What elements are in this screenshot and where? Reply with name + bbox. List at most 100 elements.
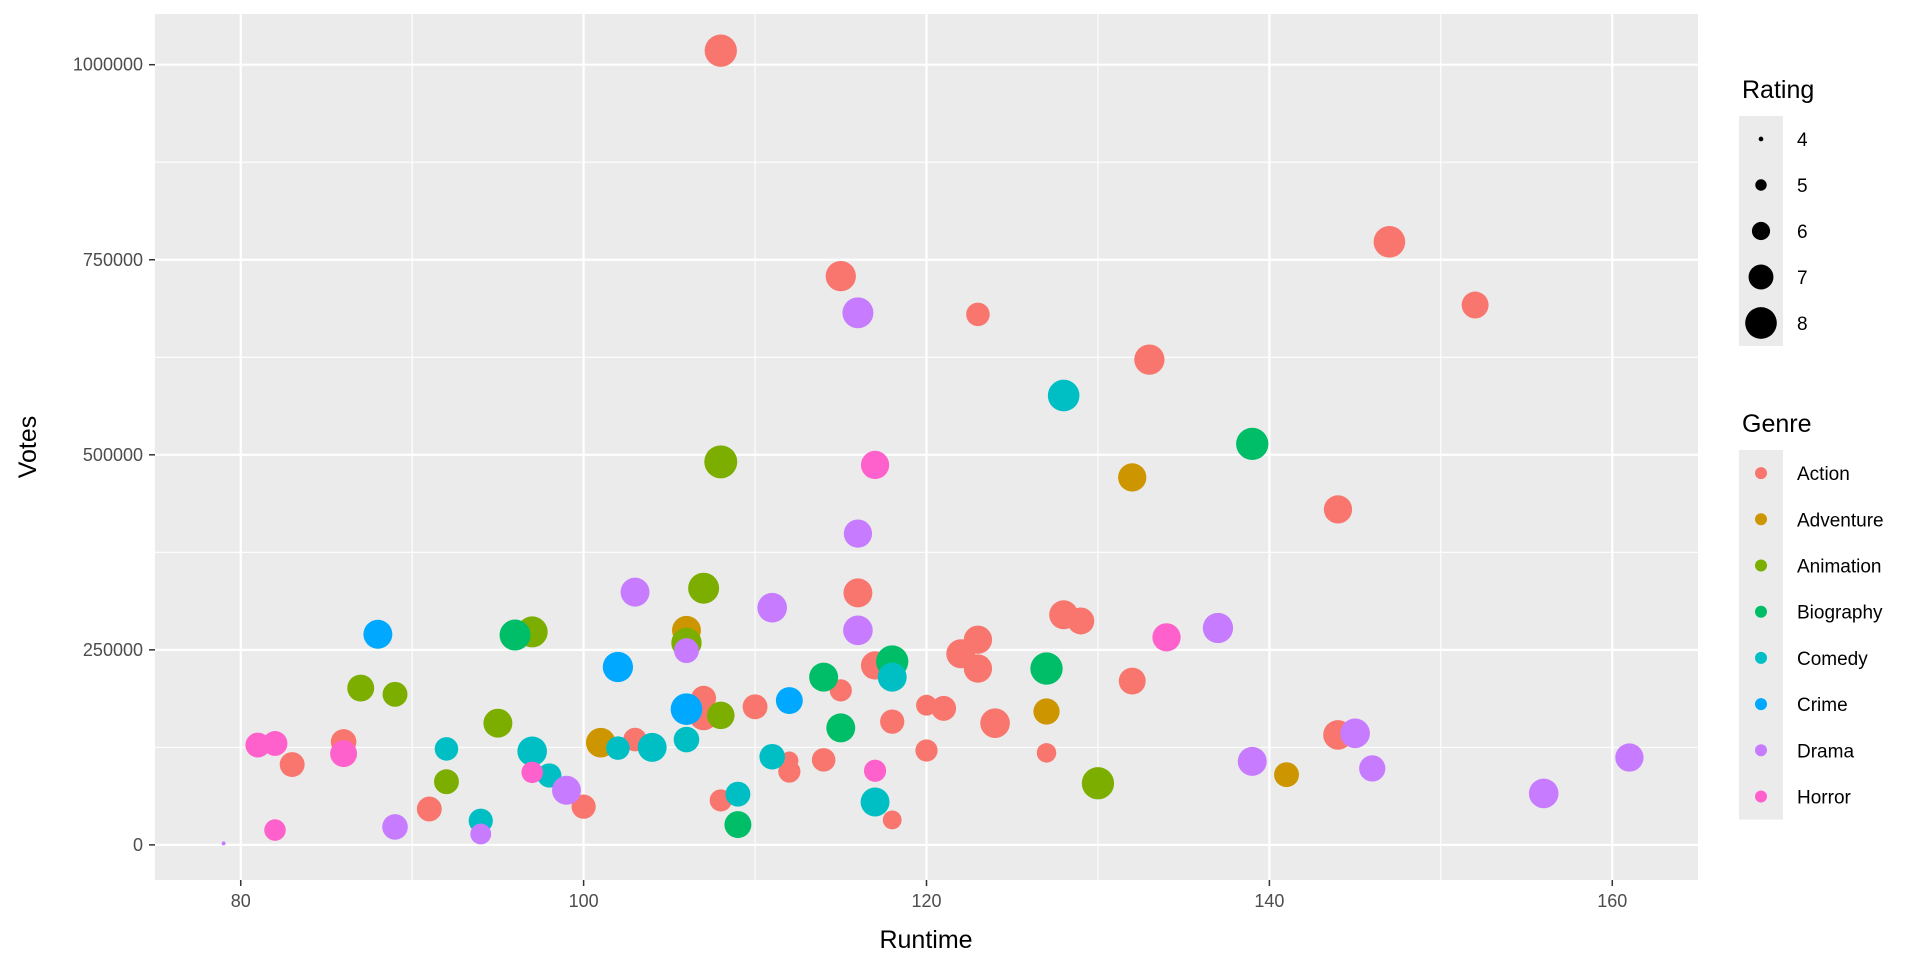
- major-gridlines: [155, 14, 1698, 880]
- size-legend-label: 6: [1797, 222, 1808, 243]
- data-point: [571, 794, 596, 819]
- data-point: [1236, 427, 1269, 461]
- color-legend-key: [1755, 559, 1767, 572]
- data-point: [759, 743, 785, 770]
- data-point: [778, 760, 801, 783]
- data-point: [706, 701, 735, 730]
- data-point: [1081, 767, 1115, 800]
- x-tick-label: 120: [911, 891, 941, 911]
- data-points: [221, 34, 1644, 846]
- data-point: [863, 759, 887, 782]
- color-legend-label: Action: [1797, 464, 1850, 485]
- data-point: [980, 708, 1010, 738]
- data-point: [1152, 623, 1181, 652]
- size-legend-label: 5: [1797, 176, 1808, 197]
- data-point: [1461, 291, 1489, 319]
- color-legend-label: Comedy: [1797, 649, 1868, 670]
- data-point: [880, 709, 905, 734]
- data-point: [825, 260, 856, 292]
- size-legend-label: 7: [1797, 268, 1808, 289]
- y-tick-label: 500000: [83, 445, 143, 465]
- color-legend-label: Biography: [1797, 603, 1883, 624]
- data-point: [742, 694, 768, 720]
- x-tick-label: 140: [1254, 891, 1284, 911]
- data-point: [1067, 607, 1095, 635]
- data-point: [963, 654, 993, 683]
- data-point: [363, 619, 393, 649]
- y-tick-label: 750000: [83, 250, 143, 270]
- color-legend-label: Adventure: [1797, 510, 1884, 531]
- color-legend-label: Animation: [1797, 557, 1882, 578]
- data-point: [434, 737, 459, 761]
- x-tick-label: 80: [231, 891, 251, 911]
- y-tick-label: 250000: [83, 640, 143, 660]
- data-point: [674, 638, 699, 664]
- size-legend-label: 8: [1797, 314, 1808, 335]
- data-point: [842, 297, 874, 329]
- size-legend-key: [1748, 264, 1774, 290]
- size-legend-title: Rating: [1742, 76, 1814, 104]
- size-legend: Rating 4 5 6 7 8: [1739, 76, 1814, 346]
- data-point: [347, 674, 375, 702]
- data-point: [1118, 463, 1147, 492]
- data-point: [517, 736, 547, 767]
- color-legend-key: [1755, 605, 1767, 618]
- data-point: [1528, 778, 1559, 809]
- color-legend-key: [1755, 467, 1767, 480]
- data-point: [670, 693, 703, 725]
- data-point: [704, 34, 737, 67]
- color-legend-title: Genre: [1742, 410, 1811, 438]
- x-tick-label: 100: [569, 891, 599, 911]
- data-point: [1036, 743, 1057, 763]
- data-point: [1615, 743, 1644, 772]
- data-point: [860, 787, 890, 817]
- data-point: [606, 736, 630, 760]
- data-point: [1323, 495, 1353, 524]
- data-point: [551, 775, 581, 805]
- size-legend-key: [1751, 221, 1771, 241]
- data-point: [931, 695, 957, 721]
- data-point: [915, 739, 938, 762]
- data-point: [843, 615, 873, 646]
- data-point: [843, 519, 873, 548]
- size-legend-key: [1745, 307, 1777, 339]
- color-legend-label: Horror: [1797, 788, 1852, 809]
- size-legend-label: 4: [1797, 130, 1808, 151]
- data-point: [1047, 379, 1080, 412]
- data-point: [1359, 755, 1386, 782]
- y-tick-label: 1000000: [73, 55, 143, 75]
- data-point: [1118, 667, 1146, 695]
- color-legend-key: [1755, 651, 1767, 664]
- data-point: [673, 726, 700, 753]
- data-point: [688, 572, 720, 604]
- size-legend-key: [1755, 179, 1767, 191]
- data-point: [1373, 225, 1406, 258]
- data-point: [1202, 612, 1234, 644]
- data-point: [843, 578, 873, 608]
- data-point: [860, 450, 890, 480]
- data-point: [470, 823, 492, 845]
- y-axis-title: Votes: [14, 416, 42, 479]
- color-legend-label: Crime: [1797, 695, 1848, 716]
- data-point: [221, 841, 226, 846]
- data-point: [602, 651, 634, 683]
- size-legend-key: [1758, 136, 1764, 142]
- data-point: [637, 732, 667, 762]
- color-legend-key: [1755, 698, 1767, 711]
- data-point: [483, 708, 513, 738]
- data-point: [1033, 698, 1060, 725]
- data-point: [1274, 762, 1299, 788]
- x-tick-label: 160: [1597, 891, 1627, 911]
- data-point: [775, 687, 803, 715]
- data-point: [1134, 344, 1165, 375]
- x-axis-title: Runtime: [879, 926, 972, 954]
- data-point: [809, 662, 839, 692]
- y-axis-ticks: 0 250000 500000 750000 1000000: [73, 55, 155, 855]
- data-point: [724, 811, 752, 839]
- data-point: [757, 592, 788, 623]
- data-point: [826, 713, 856, 743]
- data-point: [499, 619, 531, 651]
- data-point: [725, 781, 751, 807]
- color-legend-key: [1755, 744, 1767, 757]
